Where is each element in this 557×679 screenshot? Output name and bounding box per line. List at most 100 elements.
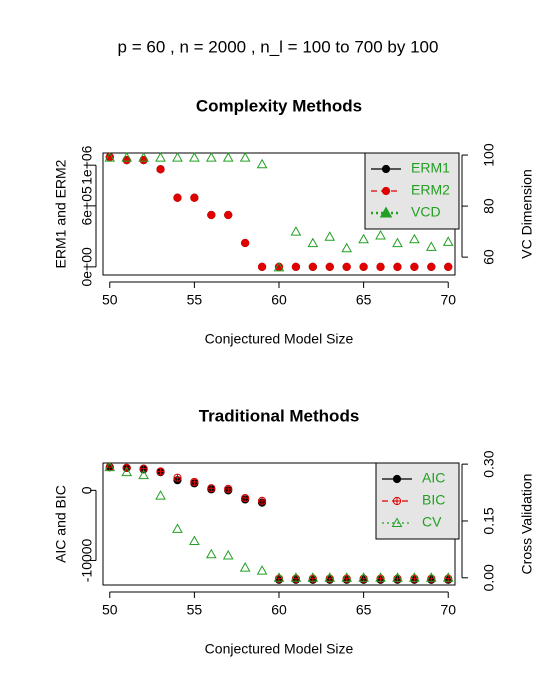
legend-marker — [392, 474, 402, 484]
point — [172, 152, 183, 162]
y-tick-label: 0 — [79, 486, 95, 494]
point — [138, 152, 149, 162]
point — [239, 562, 251, 572]
y-axis-label: ERM1 and ERM2 — [53, 159, 69, 268]
point — [341, 572, 353, 582]
y2-tick-label: 0.30 — [481, 450, 497, 477]
y2-tick-label: 60 — [481, 249, 497, 265]
point — [359, 262, 368, 271]
point — [256, 565, 268, 575]
point — [257, 496, 267, 505]
y-tick-label: 6e+05 — [79, 186, 95, 226]
legend-marker — [381, 186, 391, 196]
point — [207, 484, 216, 493]
point — [155, 490, 166, 500]
point — [173, 473, 182, 482]
point — [241, 238, 250, 248]
point — [425, 572, 437, 582]
x-axis-label: Conjectured Model Size — [205, 331, 354, 347]
point — [291, 262, 301, 271]
point — [409, 572, 420, 582]
point — [256, 158, 268, 169]
point — [392, 237, 403, 248]
legend-label: ERM1 — [411, 160, 450, 176]
point — [290, 226, 302, 236]
point — [155, 152, 166, 162]
point — [410, 262, 419, 271]
point — [189, 535, 200, 546]
point — [224, 210, 233, 220]
y-axis-label: AIC and BIC — [53, 485, 69, 563]
point — [138, 469, 149, 480]
legend-marker-cross — [393, 497, 401, 505]
point — [190, 193, 199, 202]
point-cross — [190, 478, 198, 486]
point — [222, 549, 234, 560]
point — [290, 572, 302, 582]
x-tick-label: 65 — [356, 602, 372, 618]
x-tick-label: 50 — [102, 292, 118, 308]
y-tick-label: -10000 — [79, 538, 95, 582]
x-tick-label: 60 — [271, 292, 287, 308]
point — [273, 572, 285, 582]
point — [409, 233, 420, 244]
point — [273, 261, 285, 272]
x-tick-label: 55 — [187, 602, 203, 618]
figure-title: p = 60 , n = 2000 , n_l = 100 to 700 by … — [118, 37, 439, 56]
point — [324, 572, 336, 582]
point — [257, 262, 267, 271]
point — [173, 193, 182, 202]
point — [375, 572, 386, 582]
y2-tick-label: 80 — [481, 198, 497, 214]
point — [341, 242, 353, 253]
point-cross — [258, 497, 266, 505]
point — [393, 262, 402, 271]
point — [375, 229, 386, 240]
panel-title: Complexity Methods — [196, 96, 362, 115]
x-tick-label: 70 — [440, 602, 456, 618]
panel-title: Traditional Methods — [199, 406, 360, 425]
point — [425, 241, 437, 251]
point — [189, 152, 200, 162]
point-cross — [207, 484, 215, 492]
x-axis-label: Conjectured Model Size — [205, 641, 354, 657]
y2-tick-label: 0.00 — [481, 564, 497, 591]
legend-label: ERM2 — [411, 182, 450, 198]
point — [392, 572, 403, 582]
legend-box — [375, 462, 460, 540]
point — [156, 467, 165, 476]
x-tick-label: 70 — [440, 292, 456, 308]
point — [442, 572, 454, 582]
point — [104, 152, 116, 162]
legend-label: CV — [422, 514, 442, 530]
point — [104, 461, 116, 472]
x-tick-label: 60 — [271, 602, 287, 618]
x-tick-label: 50 — [102, 602, 118, 618]
point-cross — [156, 467, 165, 476]
point-cross — [173, 474, 182, 482]
y2-tick-label: 0.15 — [481, 507, 497, 534]
y2-axis-label: VC Dimension — [519, 169, 535, 258]
legend-marker — [379, 206, 393, 218]
point — [442, 236, 454, 246]
point — [427, 262, 436, 271]
point — [444, 262, 453, 271]
y2-tick-label: 100 — [481, 143, 497, 167]
point — [307, 572, 319, 582]
point — [358, 572, 369, 582]
point — [207, 210, 216, 220]
point — [324, 231, 336, 241]
point — [241, 493, 250, 503]
point — [376, 262, 385, 271]
point — [308, 262, 317, 271]
y-tick-label: 0e+00 — [79, 247, 95, 287]
point — [239, 152, 251, 162]
point — [222, 152, 234, 162]
x-tick-label: 55 — [187, 292, 203, 308]
point — [205, 152, 217, 162]
legend: ERM1 ERM2 VCD — [364, 152, 460, 230]
point — [156, 165, 165, 174]
legend-marker — [391, 517, 403, 527]
point — [121, 152, 133, 162]
y-tick-label: 1e+06 — [79, 145, 95, 185]
